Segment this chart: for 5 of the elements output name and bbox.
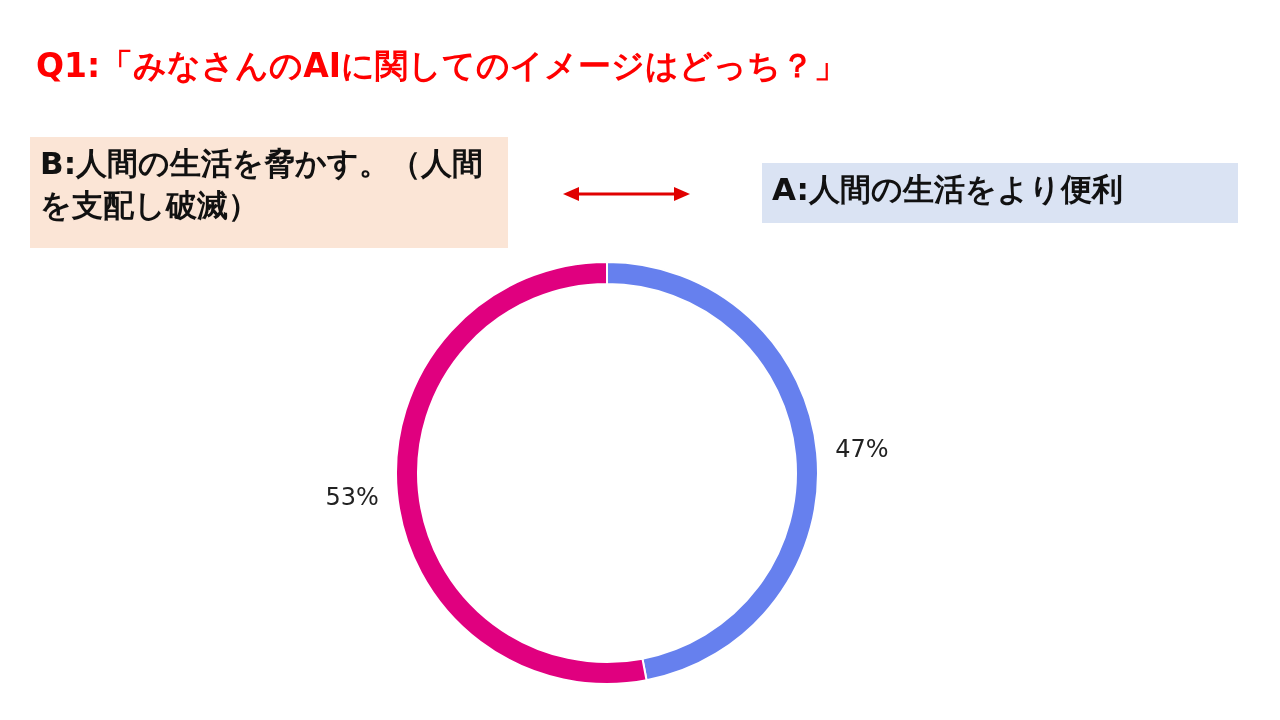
slice-label: A:人間の生活をより便利 [762, 163, 1238, 223]
data-label: 53% [325, 483, 379, 512]
slice-label: B:人間の生活を脅かす。（人間を支配し破滅） [30, 137, 508, 248]
chart-title: Q1:「みなさんのAIに関してのイメージはどっち？」 [36, 45, 848, 87]
data-label: 47% [835, 434, 889, 463]
